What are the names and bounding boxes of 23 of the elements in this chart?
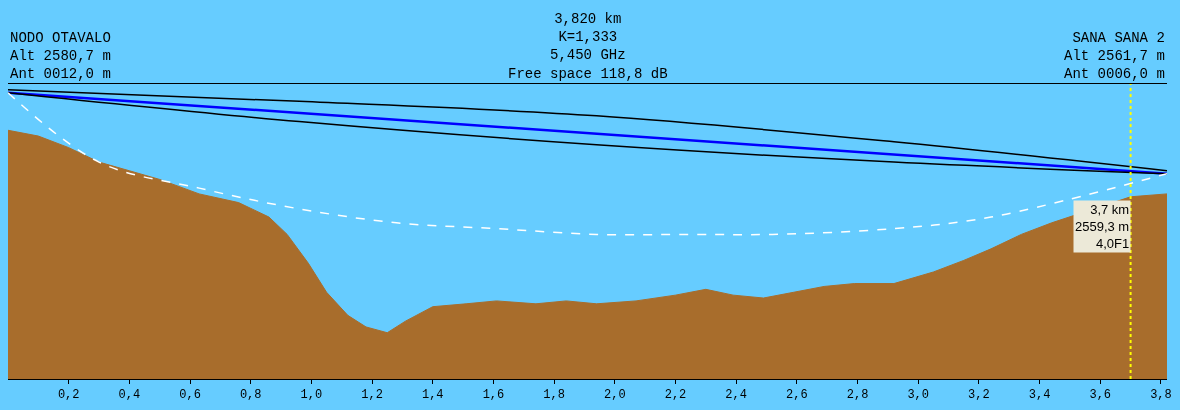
annotation: 3,7 km 2559,3 m 4,0F1 [1075,202,1130,251]
x-tick-label: 2,6 [786,388,808,403]
text: 3,820 km K=1,333 5,450 GHz Free space 118,8 dB [508,11,668,82]
x-tick-label: 2,2 [664,388,687,403]
x-tick-label: 1,0 [300,388,323,403]
x-tick-label: 0,4 [118,388,141,403]
x-tick-label: 0,2 [57,388,80,403]
x-tick-label: 1,6 [482,388,505,403]
x-tick-label: 0,6 [179,388,201,403]
x-tick-label: 1,8 [543,388,565,403]
x-tick-label: 1,4 [421,388,444,403]
x-tick-label: 3,2 [968,388,990,403]
x-tick-label: 3,6 [1089,388,1112,403]
x-tick-label: 0,8 [239,388,262,403]
text: NODO OTAVALO Alt 2580,7 m Ant 0012,0 m [10,30,111,83]
x-tick-label: 2,0 [604,388,626,403]
text: SANA SANA 2 Alt 2561,7 m Ant 0006,0 m [1064,30,1165,83]
x-tick-label: 2,8 [846,388,869,403]
x-tick-label: 1,2 [361,388,383,403]
x-tick-label: 3,0 [907,388,930,403]
x-tick-label: 3,8 [1150,388,1172,403]
x-tick-label: 3,4 [1028,388,1051,403]
x-tick-label: 2,4 [725,388,747,403]
